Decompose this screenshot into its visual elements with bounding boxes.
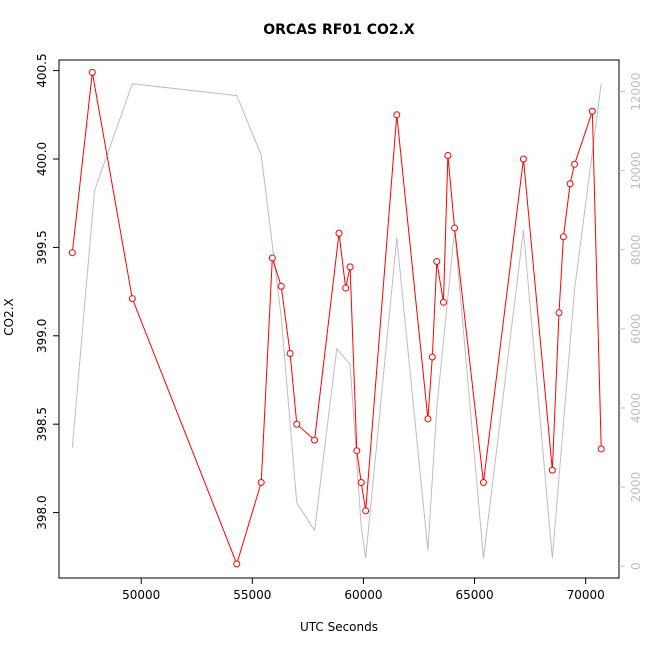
co2-series-line — [71, 72, 602, 566]
y2-tick-label: 6000 — [629, 314, 643, 345]
co2-data-point — [451, 224, 459, 232]
co2-data-point — [428, 353, 436, 361]
co2-data-point — [571, 160, 579, 168]
co2-data-point — [555, 309, 563, 317]
co2-data-point — [335, 229, 343, 237]
x-tick-label: 60000 — [344, 588, 382, 602]
plot-frame — [58, 59, 620, 579]
co2-data-point — [257, 479, 265, 487]
y-tick-label: 399.5 — [35, 230, 49, 264]
y2-tick-label: 12000 — [629, 73, 643, 111]
co2-data-point — [479, 479, 487, 487]
x-tick-label: 50000 — [122, 588, 160, 602]
co2-data-point — [286, 349, 294, 357]
co2-data-point — [393, 111, 401, 119]
y2-tick-label: 4000 — [629, 393, 643, 424]
series-layer — [68, 68, 605, 568]
co2-data-point — [444, 151, 452, 159]
co2-data-point — [346, 263, 354, 271]
y-tick-label: 398.5 — [35, 407, 49, 441]
co2-data-point — [88, 68, 96, 76]
co2-data-point — [588, 107, 596, 115]
co2-data-point — [424, 415, 432, 423]
y2-axis: 0 2000 4000 6000 8000 10000 12000 — [619, 73, 643, 570]
co2-data-point — [68, 249, 76, 257]
y2-tick-label: 0 — [629, 562, 643, 570]
co2-data-point — [357, 479, 365, 487]
y2-tick-label: 10000 — [629, 152, 643, 190]
co2-data-point — [519, 155, 527, 163]
y-axis: 398.0 398.5 399.0 399.5 400.0 400.5 — [35, 53, 59, 530]
co2-data-point — [342, 284, 350, 292]
y-tick-label: 398.0 — [35, 495, 49, 529]
x-tick-label: 65000 — [455, 588, 493, 602]
x-axis: 50000 55000 60000 65000 70000 — [122, 578, 605, 602]
gray-series-line — [71, 83, 602, 559]
y2-tick-label: 8000 — [629, 235, 643, 266]
x-tick-label: 70000 — [567, 588, 605, 602]
co2-data-point — [268, 254, 276, 262]
y2-tick-label: 2000 — [629, 472, 643, 503]
y-tick-label: 399.0 — [35, 319, 49, 353]
co2-data-point — [311, 436, 319, 444]
co2-data-point — [439, 298, 447, 306]
y-tick-label: 400.0 — [35, 142, 49, 176]
co2-data-point — [566, 180, 574, 188]
y-axis-label: CO2.X — [2, 298, 16, 336]
co2-data-point — [353, 447, 361, 455]
co2-data-point — [277, 282, 285, 290]
y-tick-label: 400.5 — [35, 53, 49, 87]
co2-data-point — [559, 233, 567, 241]
co2-data-point — [293, 420, 301, 428]
co2-data-point — [233, 560, 241, 568]
co2-data-point — [362, 507, 370, 515]
x-tick-label: 55000 — [233, 588, 271, 602]
co2-data-point — [128, 295, 136, 303]
co2-data-point — [597, 445, 605, 453]
co2-data-point — [548, 466, 556, 474]
co2-data-point — [433, 258, 441, 266]
x-axis-label: UTC Seconds — [300, 620, 378, 634]
chart-title: ORCAS RF01 CO2.X — [263, 22, 415, 38]
